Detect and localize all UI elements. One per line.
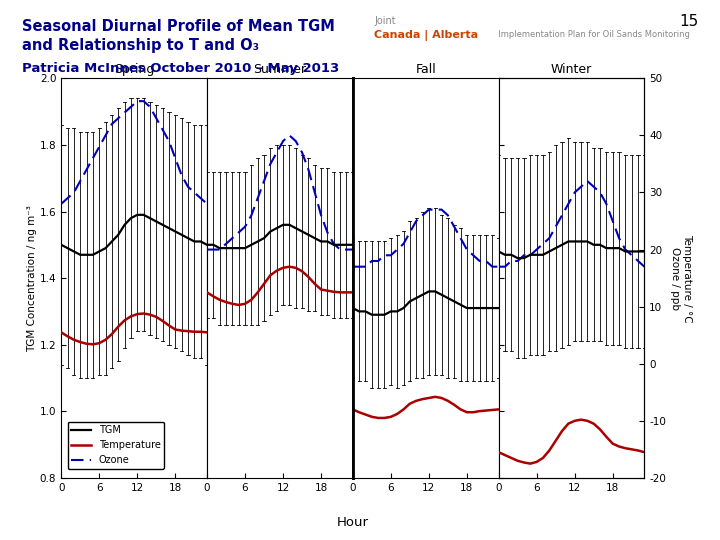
Text: and Relationship to T and O₃: and Relationship to T and O₃ [22, 38, 258, 53]
Text: Seasonal Diurnal Profile of Mean TGM: Seasonal Diurnal Profile of Mean TGM [22, 19, 335, 34]
Text: Hour: Hour [337, 516, 369, 529]
Legend: TGM, Temperature, Ozone: TGM, Temperature, Ozone [68, 422, 164, 469]
Text: 15: 15 [679, 14, 698, 29]
Text: Patricia McInnes October 2010 – May 2013: Patricia McInnes October 2010 – May 2013 [22, 62, 339, 75]
Text: Fall: Fall [415, 63, 436, 76]
Text: Joint: Joint [374, 16, 396, 26]
Text: Spring: Spring [114, 63, 154, 76]
Text: Winter: Winter [551, 63, 592, 76]
Y-axis label: TGM Concentration / ng m⁻³: TGM Concentration / ng m⁻³ [27, 205, 37, 352]
Text: Implementation Plan for Oil Sands Monitoring: Implementation Plan for Oil Sands Monito… [493, 30, 690, 39]
Y-axis label: Temperature / °C
Ozone / ppb: Temperature / °C Ozone / ppb [670, 234, 692, 322]
Text: Summer: Summer [253, 63, 307, 76]
Text: Canada | Alberta: Canada | Alberta [374, 30, 479, 40]
